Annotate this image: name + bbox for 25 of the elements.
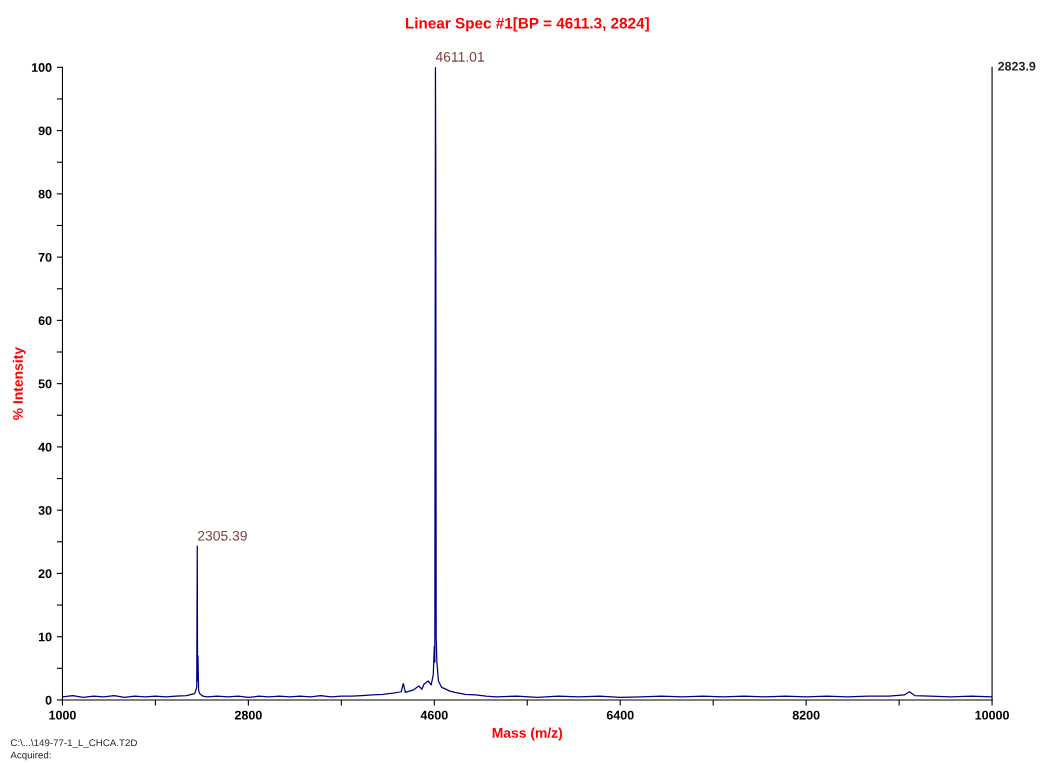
x-tick-label: 4600 [420, 710, 448, 720]
y-tick-label: 20 [38, 569, 52, 579]
y-tick-label: 70 [38, 252, 52, 262]
y-tick-label: 60 [38, 316, 52, 326]
y-tick-label: 50 [38, 379, 52, 389]
annotation: 4611.01 [435, 51, 484, 62]
y-tick-label: 80 [38, 189, 52, 199]
y-tick-label: 40 [38, 442, 52, 452]
y-tick-label: 30 [38, 505, 52, 515]
x-tick-label: 2800 [234, 710, 262, 720]
y-tick-label: 100 [31, 63, 52, 72]
y-tick-label: 90 [38, 126, 52, 136]
y-tick-label: 10 [38, 632, 52, 642]
y-tick-label: 0 [45, 695, 52, 705]
chart-title: Linear Spec #1[BP = 4611.3, 2824] [405, 17, 649, 32]
x-tick-label: 1000 [49, 710, 76, 720]
x-axis-title: Mass (m/z) [492, 727, 563, 741]
text: 2823.9 [998, 61, 1036, 71]
annotation: 2305.39 [197, 530, 247, 541]
x-tick-label: 10000 [975, 710, 1009, 720]
text: C:\...\149-77-1_L_CHCA.T2D [10, 739, 137, 749]
y-axis-title: % Intensity [12, 347, 26, 420]
x-tick-label: 8200 [792, 710, 820, 720]
text: Acquired: [10, 751, 51, 761]
x-tick-label: 6400 [606, 710, 634, 720]
